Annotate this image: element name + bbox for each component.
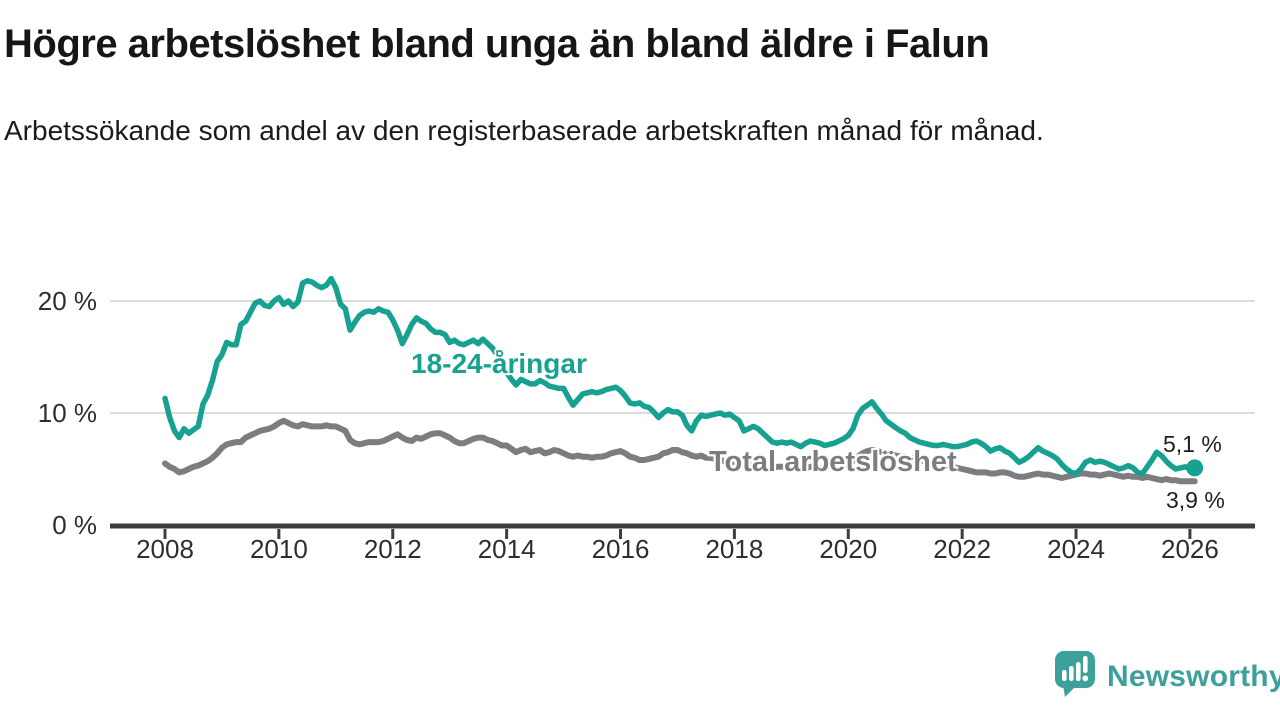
x-tick-label: 2018: [705, 534, 764, 564]
y-tick-label: 20 %: [37, 286, 97, 316]
x-tick-label: 2008: [136, 534, 194, 564]
end-value-total: 3,9 %: [1166, 487, 1225, 513]
series-label-young: 18-24-åringar: [411, 348, 587, 379]
x-tick-label: 2022: [933, 534, 992, 564]
chart-title: Högre arbetslöshet bland unga än bland ä…: [4, 22, 990, 66]
end-value-young: 5,1 %: [1163, 431, 1222, 457]
x-tick-label: 2012: [363, 534, 422, 564]
y-tick-label: 10 %: [37, 398, 97, 428]
x-tick-label: 2024: [1047, 534, 1105, 564]
series-label-total: Total arbetslöshet: [709, 446, 957, 478]
chart-bubble-icon: [1054, 650, 1098, 703]
x-tick-label: 2026: [1160, 534, 1219, 564]
y-tick-label: 0 %: [52, 510, 97, 540]
newsworthy-logo: Newsworthy: [1054, 650, 1280, 703]
series-line: [162, 275, 1198, 477]
newsworthy-wordmark: Newsworthy: [1107, 659, 1280, 693]
series-end-dot: [1186, 459, 1204, 477]
x-tick-label: 2010: [249, 534, 308, 564]
x-tick-label: 2016: [591, 534, 650, 564]
chart-subtitle: Arbetssökande som andel av den registerb…: [4, 115, 1044, 146]
x-tick-label: 2014: [477, 534, 536, 564]
x-tick-label: 2020: [819, 534, 878, 564]
series-line: [162, 417, 1198, 485]
